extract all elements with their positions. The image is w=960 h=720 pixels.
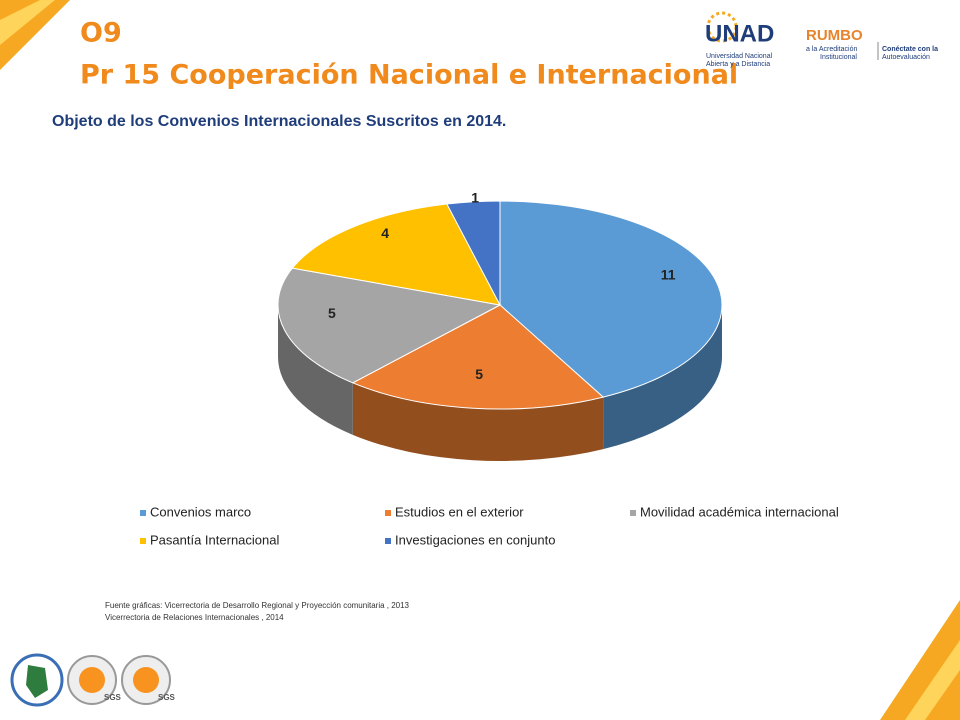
logo-text: Universidad Nacional: [706, 53, 773, 60]
legend: Convenios marco Estudios en el exterior Mo…: [140, 504, 839, 547]
source-text: Fuente gráficas: Vicerrectoria de Desarr…: [105, 601, 410, 610]
unad-logo: UNAD Universidad Nacional Abierta y a Di…: [705, 11, 774, 68]
legend-label: Movilidad académica internacional: [640, 504, 839, 519]
cert-seals: SGS SGS: [10, 653, 176, 707]
legend-label: Estudios en el exterior: [395, 504, 524, 519]
chart-title: Objeto de los Convenios Internacionales …: [52, 113, 506, 130]
logo-text: Autoevaluación: [882, 54, 930, 61]
data-label: 5: [475, 366, 483, 382]
logo-text: Abierta y a Distancia: [706, 61, 770, 68]
legend-swatch: [385, 510, 391, 516]
pie-side: [278, 305, 353, 435]
logo-text: RUMBO: [806, 27, 863, 44]
pie-slice: [499, 200, 723, 398]
rumbo-logo: RUMBO a la Acreditación Institucional Co…: [806, 27, 938, 61]
legend-label: Convenios marco: [150, 504, 251, 519]
data-label: 11: [661, 266, 676, 282]
pie-side: [352, 382, 604, 462]
pie-slice: [277, 267, 502, 384]
data-label: 5: [328, 305, 336, 321]
pie-slice: [291, 203, 501, 306]
legend-swatch: [140, 510, 146, 516]
legend-label: Investigaciones en conjunto: [395, 532, 555, 547]
legend-swatch: [630, 510, 636, 516]
seal-text: SGS: [104, 693, 122, 702]
pie-slice: [446, 200, 501, 306]
data-label: 4: [381, 225, 389, 241]
logo-text: UNAD: [705, 20, 774, 47]
seal-text: SGS: [158, 693, 176, 702]
logo-text: a la Acreditación: [806, 46, 857, 53]
slide-title: Pr 15 Cooperación Nacional e Internacion…: [80, 60, 738, 91]
pie: 11 5 5 4 1: [277, 190, 723, 462]
legend-swatch: [140, 538, 146, 544]
logo-text: Conéctate con la: [882, 46, 938, 53]
data-label: 1: [471, 190, 479, 206]
legend-label: Pasantía Internacional: [150, 532, 279, 547]
logo-text: Institucional: [820, 54, 857, 61]
source-text: Vicerrectoria de Relaciones Internaciona…: [105, 613, 284, 622]
legend-swatch: [385, 538, 391, 544]
pie-slice: [351, 304, 605, 410]
pie-side: [603, 305, 722, 450]
slide-code: O9: [80, 18, 122, 49]
